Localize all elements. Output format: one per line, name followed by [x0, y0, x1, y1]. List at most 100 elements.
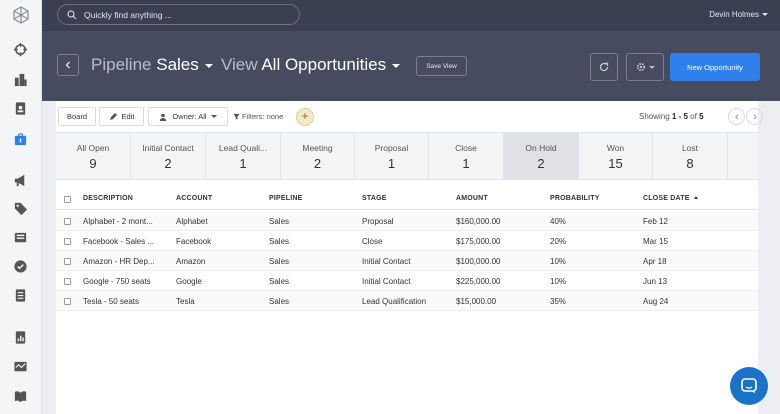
user-menu[interactable]: Devin Holmes — [709, 10, 768, 19]
select-all-checkbox[interactable] — [64, 196, 71, 203]
gear-icon — [636, 62, 645, 72]
inbox-icon[interactable] — [12, 229, 29, 246]
cell-close-date: Feb 12 — [643, 217, 668, 226]
row-checkbox[interactable] — [64, 218, 71, 225]
cell-pipeline: Sales — [269, 217, 290, 226]
previous-page-button[interactable] — [728, 108, 745, 125]
showing-total: 5 — [699, 112, 704, 121]
stage-tab-lead-qualification[interactable]: Lead Quali... 1 — [206, 133, 281, 180]
stage-label: Close — [455, 143, 477, 153]
chat-launcher-button[interactable] — [730, 367, 768, 405]
opportunities-briefcase-icon[interactable] — [12, 131, 29, 148]
stage-count: 1 — [462, 156, 470, 171]
next-page-button[interactable] — [746, 108, 763, 125]
cell-amount: $225,000.00 — [456, 277, 501, 286]
stage-label: Initial Contact — [142, 143, 194, 153]
cell-description[interactable]: Alphabet - 2 mont... — [83, 217, 153, 226]
row-checkbox[interactable] — [64, 238, 71, 245]
top-bar: Quickly find anything ... Devin Holmes — [42, 0, 780, 31]
column-header-account[interactable]: ACCOUNT — [176, 195, 213, 202]
table-header: DESCRIPTION ACCOUNT PIPELINE STAGE AMOUN… — [56, 186, 758, 210]
add-filter-button[interactable]: + — [296, 108, 314, 126]
row-checkbox[interactable] — [64, 258, 71, 265]
megaphone-icon[interactable] — [12, 172, 29, 189]
app-logo-icon[interactable] — [11, 5, 31, 25]
stage-tab-won[interactable]: Won 15 — [579, 133, 653, 180]
cell-description[interactable]: Tesla - 50 seats — [83, 297, 140, 306]
page-scrollbar[interactable] — [772, 101, 780, 414]
cell-close-date: Aug 24 — [643, 297, 669, 306]
chevron-right-icon — [753, 113, 757, 120]
cell-account[interactable]: Tesla — [176, 297, 195, 306]
tag-icon[interactable] — [12, 200, 29, 217]
cell-account[interactable]: Google — [176, 277, 202, 286]
settings-dropdown-button[interactable] — [626, 53, 664, 81]
edit-button[interactable]: Edit — [99, 107, 144, 126]
showing-prefix: Showing — [639, 112, 670, 121]
stage-tab-on-hold[interactable]: On Hold 2 — [504, 133, 579, 180]
cell-description[interactable]: Google - 750 seats — [83, 277, 151, 286]
buildings-icon[interactable] — [12, 71, 29, 88]
contacts-book-icon[interactable] — [12, 100, 29, 117]
cell-probability: 10% — [550, 277, 567, 286]
crosshair-icon[interactable] — [12, 41, 29, 58]
back-button[interactable] — [57, 54, 79, 76]
stage-count: 1 — [387, 156, 396, 171]
column-header-amount[interactable]: AMOUNT — [456, 195, 488, 202]
user-icon — [160, 113, 167, 121]
search-icon — [67, 9, 77, 19]
pipeline-value: Sales — [156, 55, 199, 74]
column-header-stage[interactable]: STAGE — [362, 195, 387, 202]
board-button[interactable]: Board — [58, 107, 96, 126]
cell-description[interactable]: Amazon - HR Dep... — [83, 257, 155, 266]
notes-list-icon[interactable] — [12, 287, 29, 304]
table-row[interactable]: Google - 750 seats Google Sales Initial Con… — [56, 271, 758, 291]
column-header-close-date[interactable]: CLOSE DATE — [643, 195, 698, 202]
list-toolbar: Board Edit Owner: All Filters: none + Sh… — [56, 107, 763, 127]
column-header-description[interactable]: DESCRIPTION — [83, 195, 134, 202]
owner-filter-dropdown[interactable]: Owner: All — [148, 107, 228, 126]
cell-probability: 40% — [550, 217, 567, 226]
stage-tab-close[interactable]: Close 1 — [429, 133, 504, 180]
column-header-pipeline[interactable]: PIPELINE — [269, 195, 303, 202]
cell-account[interactable]: Amazon — [176, 257, 206, 266]
cell-account[interactable]: Facebook — [176, 237, 212, 246]
table-row[interactable]: Amazon - HR Dep... Amazon Sales Initial Con… — [56, 251, 758, 271]
table-row[interactable]: Facebook - Sales ... Facebook Sales Close $1… — [56, 231, 758, 251]
filters-summary[interactable]: Filters: none — [233, 112, 283, 121]
pipeline-selector[interactable]: Pipeline Sales — [91, 55, 213, 75]
stage-count: 8 — [686, 156, 694, 171]
check-circle-icon[interactable] — [12, 258, 29, 275]
owner-filter-label: Owner: All — [172, 112, 207, 121]
stage-tab-initial-contact[interactable]: Initial Contact 2 — [131, 133, 206, 180]
cell-stage: Initial Contact — [362, 277, 411, 286]
cell-account[interactable]: Alphabet — [176, 217, 208, 226]
table-row[interactable]: Alphabet - 2 mont... Alphabet Sales Proposa… — [56, 211, 758, 231]
cell-description[interactable]: Facebook - Sales ... — [83, 237, 155, 246]
view-value: All Opportunities — [261, 55, 387, 74]
activity-chart-icon[interactable] — [12, 358, 29, 375]
reports-icon[interactable] — [12, 329, 29, 346]
new-opportunity-button[interactable]: New Opportunity — [670, 53, 760, 81]
book-icon[interactable] — [12, 388, 29, 405]
stage-tab-lost[interactable]: Lost 8 — [653, 133, 728, 180]
row-checkbox[interactable] — [64, 278, 71, 285]
user-name: Devin Holmes — [709, 10, 759, 19]
column-header-probability[interactable]: PROBABILITY — [550, 195, 600, 202]
row-checkbox[interactable] — [64, 298, 71, 305]
table-row[interactable]: Tesla - 50 seats Tesla Sales Lead Qualifica… — [56, 291, 758, 311]
view-selector[interactable]: View All Opportunities — [221, 55, 401, 75]
save-view-button[interactable]: Save View — [416, 56, 467, 76]
stage-label: All Open — [76, 143, 110, 153]
stage-count: 2 — [164, 156, 172, 171]
cell-close-date: Apr 18 — [643, 257, 667, 266]
stage-label: Proposal — [374, 143, 409, 153]
filter-funnel-icon — [233, 113, 240, 120]
cell-close-date: Jun 13 — [643, 277, 668, 286]
chevron-down-icon — [648, 65, 655, 69]
refresh-button[interactable] — [590, 53, 618, 81]
stage-tab-meeting[interactable]: Meeting 2 — [281, 133, 355, 180]
stage-tab-proposal[interactable]: Proposal 1 — [355, 133, 429, 180]
stage-tab-all-open[interactable]: All Open 9 — [56, 133, 131, 180]
search-input[interactable]: Quickly find anything ... — [57, 4, 300, 25]
